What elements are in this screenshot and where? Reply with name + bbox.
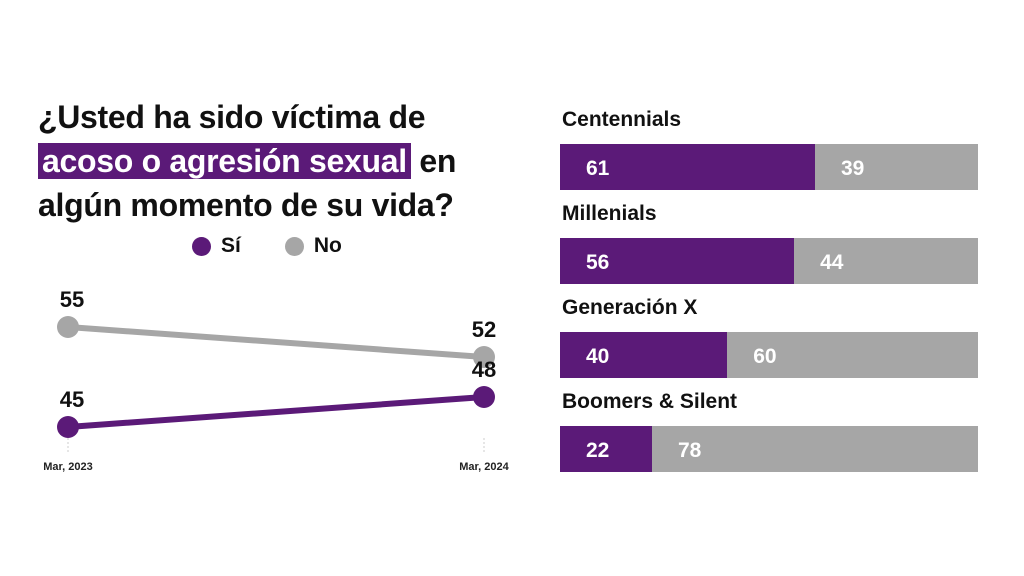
legend-label-si: Sí [221, 234, 241, 257]
series-line-si [65, 394, 487, 430]
title-highlight: acoso o agresión sexual [38, 143, 411, 179]
category-label: Generación X [562, 296, 698, 319]
data-label-no-1: 52 [472, 317, 496, 342]
point-no-0 [57, 316, 79, 338]
legend-swatch-si [192, 236, 211, 256]
bar-segment-si: 56 [560, 238, 795, 284]
legend-item-si: Sí [192, 234, 241, 258]
bar-value-label: 60 [753, 345, 777, 368]
stacked-bar: 40 60 [560, 332, 978, 378]
legend: Sí No [192, 234, 342, 258]
bar-value-label: 61 [586, 157, 610, 180]
category-label: Boomers & Silent [562, 390, 738, 413]
bar-segment-si: 22 [560, 426, 652, 472]
point-si-1 [473, 386, 495, 408]
chart-title: ¿Usted ha sido víctima de acoso o agresi… [38, 95, 528, 227]
bar-value-label: 56 [586, 251, 610, 274]
bar-value-label: 78 [677, 439, 702, 462]
bar-segment-no: 78 [651, 426, 978, 472]
point-no-1 [473, 346, 495, 368]
title-text-end: en algún momento de su vida? [38, 143, 457, 223]
bar-value-label: 39 [840, 157, 865, 180]
bar-segment-si: 40 [560, 332, 728, 378]
title-text-start: ¿Usted ha sido víctima de [38, 99, 426, 135]
bar-value-label: 44 [820, 251, 844, 274]
category-label: Millenials [562, 202, 657, 225]
stacked-bar: 61 39 [560, 144, 978, 190]
category-label: Centennials [562, 108, 682, 131]
data-label-si-0: 45 [60, 387, 84, 412]
legend-item-no: No [284, 234, 342, 258]
legend-swatch-no [284, 236, 304, 256]
data-label-no-0: 55 [60, 287, 84, 312]
bar-segment-si: 61 [560, 144, 815, 190]
series-line-no [65, 324, 487, 360]
stacked-bar: 56 44 [560, 238, 978, 284]
point-si-0 [57, 416, 79, 438]
bar-segment-no: 44 [794, 238, 978, 284]
data-label-si-1: 48 [472, 357, 496, 382]
line-chart: Mar, 2023 Mar, 2024 55 52 45 48 [43, 287, 509, 473]
bar-segment-no: 39 [814, 144, 978, 190]
bar-value-label: 22 [586, 439, 610, 462]
bar-value-label: 40 [586, 345, 610, 368]
bar-segment-no: 60 [727, 332, 978, 378]
x-tick-label-1: Mar, 2024 [459, 461, 509, 473]
x-tick-label-0: Mar, 2023 [43, 461, 93, 473]
stacked-bar: 22 78 [560, 426, 978, 472]
legend-label-no: No [313, 234, 342, 257]
